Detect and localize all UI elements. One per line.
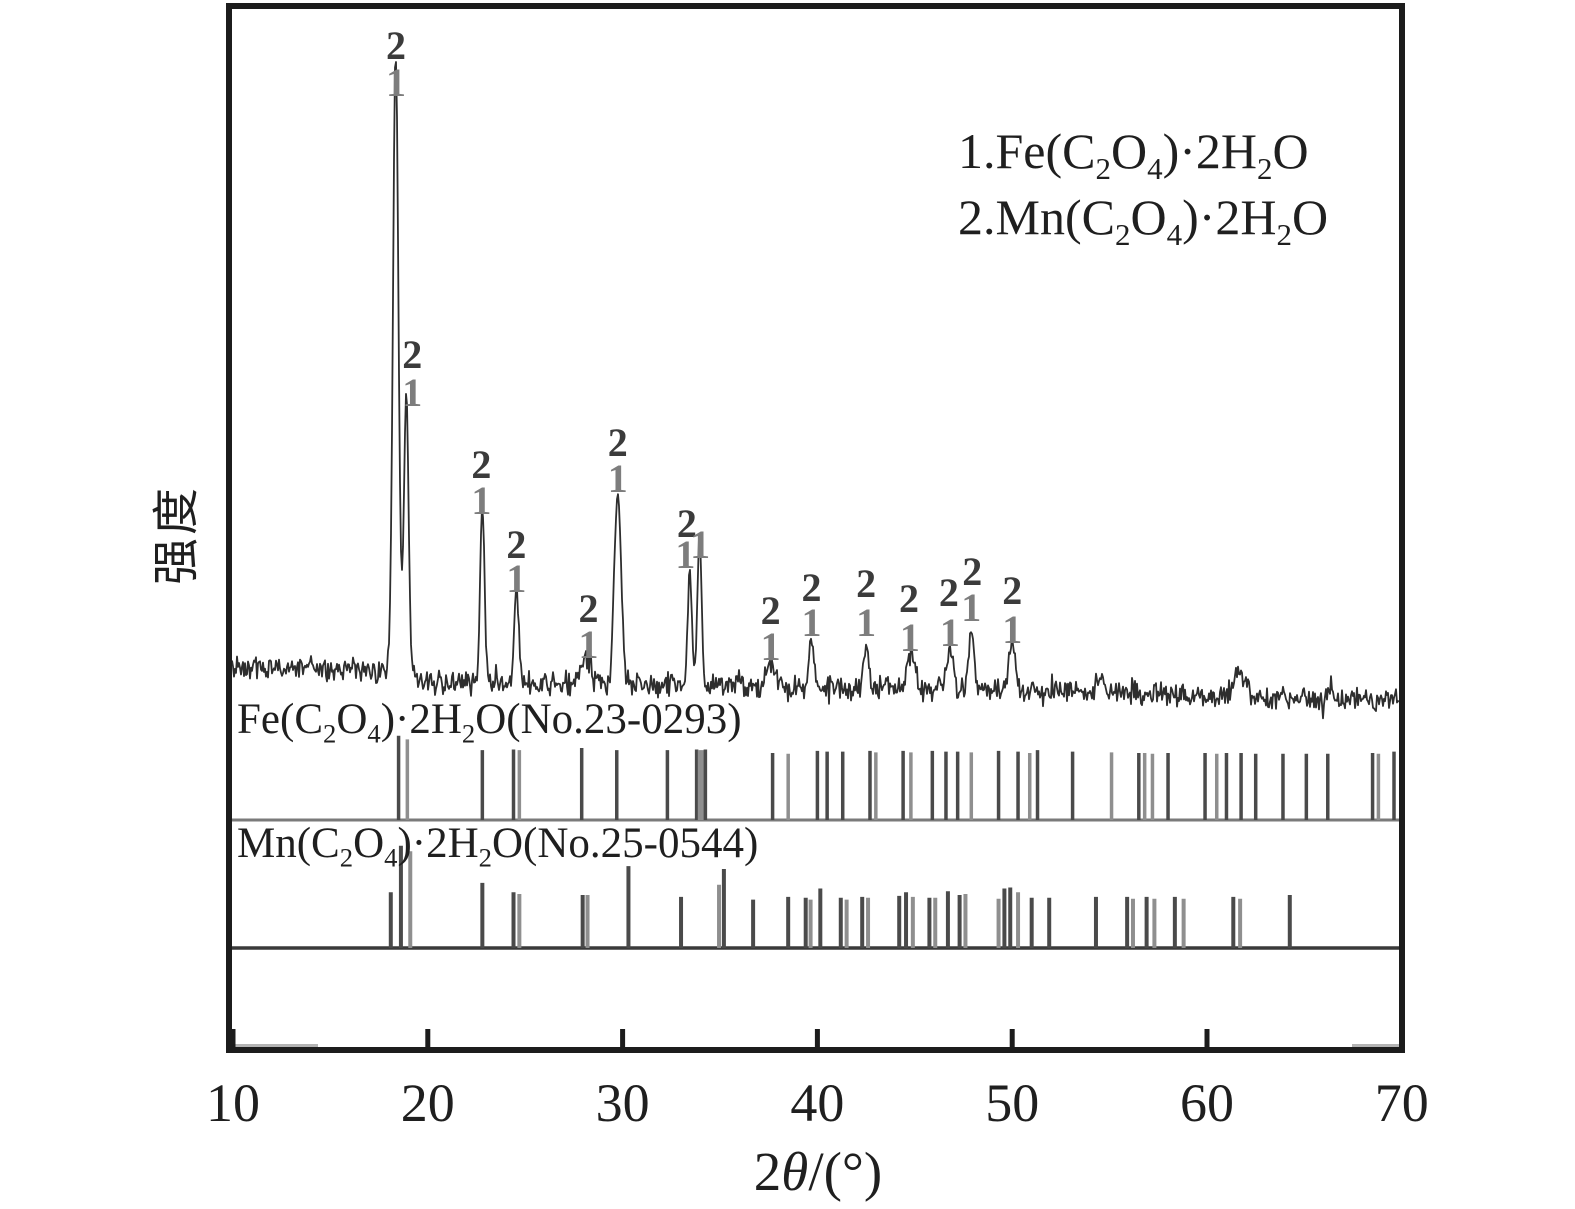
peak-label-mn: 2 bbox=[608, 420, 628, 465]
peak-label-mn: 2 bbox=[471, 442, 491, 487]
peak-label-mn: 2 bbox=[677, 501, 697, 546]
x-tick-label: 70 bbox=[1374, 1073, 1429, 1133]
x-tick-label: 50 bbox=[985, 1073, 1040, 1133]
xrd-trace bbox=[231, 61, 1400, 720]
peak-label-fe: 1 bbox=[1002, 607, 1022, 652]
peak-label-mn: 2 bbox=[761, 588, 781, 633]
peak-label-mn: 2 bbox=[802, 565, 822, 610]
peak-label-mn: 2 bbox=[579, 586, 599, 631]
peak-label-fe: 1 bbox=[579, 622, 599, 667]
x-tick-label: 20 bbox=[400, 1073, 455, 1133]
peak-label-fe: 1 bbox=[471, 478, 491, 523]
plot-frame bbox=[226, 3, 1405, 1053]
peak-label-fe: 1 bbox=[690, 522, 710, 567]
fe-reference-sticks bbox=[396, 735, 1396, 820]
y-axis-title: 强度 bbox=[151, 485, 204, 585]
peak-label-mn: 2 bbox=[506, 522, 526, 567]
peak-label-mn: 2 bbox=[402, 332, 422, 377]
peak-label-fe: 1 bbox=[675, 532, 695, 577]
peak-label-fe: 1 bbox=[386, 60, 406, 105]
peak-label-fe: 1 bbox=[961, 585, 981, 630]
x-tick-label: 60 bbox=[1180, 1073, 1234, 1133]
peak-label-fe: 1 bbox=[900, 615, 920, 660]
mn-reference-sticks bbox=[388, 845, 1292, 948]
peak-label-mn: 2 bbox=[939, 570, 959, 615]
peak-label-mn: 2 bbox=[1002, 568, 1022, 613]
peak-label-fe: 1 bbox=[402, 370, 422, 415]
x-axis-title: 2θ/(°) bbox=[753, 1141, 883, 1202]
legend: 1.Fe(C2O4)·2H2O 2.Mn(C2O4)·2H2O bbox=[958, 118, 1328, 250]
peak-label-mn: 2 bbox=[386, 23, 406, 68]
x-tick-label: 30 bbox=[595, 1073, 650, 1133]
peak-label-fe: 1 bbox=[856, 600, 876, 645]
scan-artifact bbox=[1352, 1044, 1400, 1049]
peak-label-mn: 2 bbox=[962, 549, 982, 594]
legend-item-mn: 2.Mn(C2O4)·2H2O bbox=[958, 189, 1329, 252]
peak-label-mn: 2 bbox=[899, 576, 919, 621]
x-axis-tick-marks bbox=[230, 1029, 1405, 1048]
peak-label-fe: 1 bbox=[506, 556, 526, 601]
peak-label-fe: 1 bbox=[761, 624, 781, 669]
peak-label-fe: 1 bbox=[940, 610, 960, 655]
x-tick-label: 40 bbox=[790, 1073, 845, 1133]
peak-label-fe: 1 bbox=[802, 600, 822, 645]
mn-reference-label: Mn(C2O4)·2H2O(No.25-0544) bbox=[237, 820, 759, 873]
legend-item-fe: 1.Fe(C2O4)·2H2O bbox=[958, 123, 1309, 186]
peak-label-fe: 1 bbox=[608, 456, 628, 501]
scan-artifact bbox=[232, 1044, 318, 1049]
x-tick-label: 10 bbox=[206, 1073, 260, 1133]
peak-label-mn: 2 bbox=[856, 561, 876, 606]
fe-reference-label: Fe(C2O4)·2H2O(No.23-0293) bbox=[237, 696, 742, 749]
